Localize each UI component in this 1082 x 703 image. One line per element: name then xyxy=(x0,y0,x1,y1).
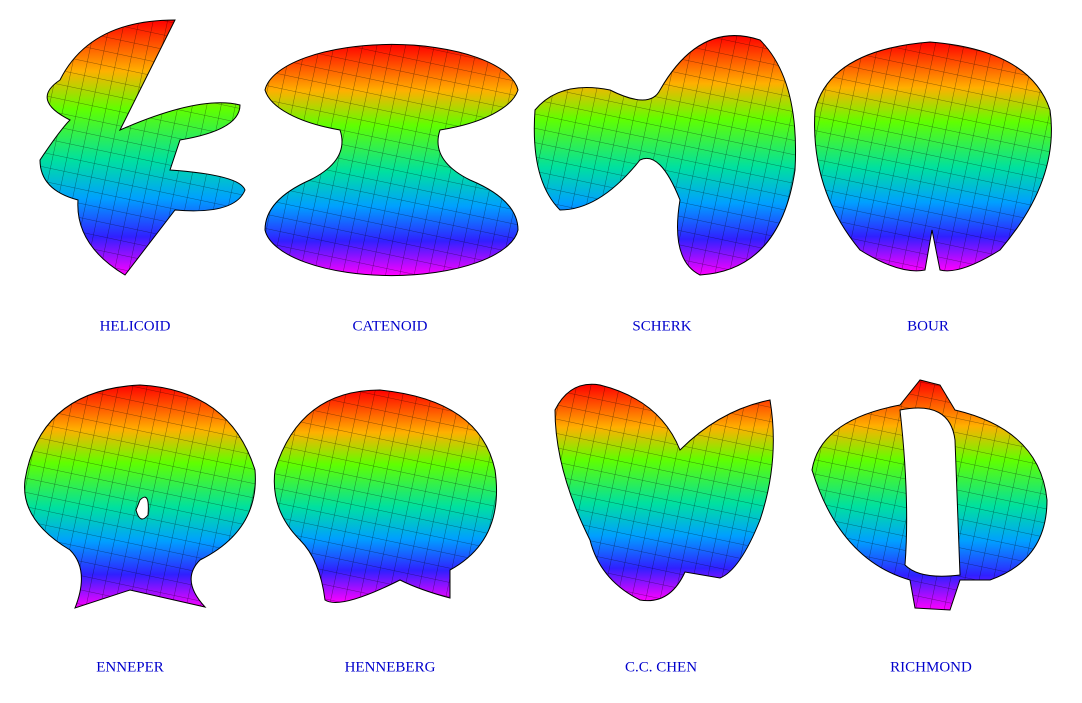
labels: HELICOID CATENOID SCHERK BOUR ENNEPER HE… xyxy=(96,318,972,675)
surface-label: RICHMOND xyxy=(890,659,972,675)
surface-shape xyxy=(135,496,149,520)
surface-label: C.C. CHEN xyxy=(625,659,697,675)
surface-shape xyxy=(24,385,256,608)
surface-label: CATENOID xyxy=(353,318,428,334)
surface-shape xyxy=(555,384,774,601)
surface-shape xyxy=(40,20,245,275)
surface-label: HENNEBERG xyxy=(345,659,436,675)
surface-label: ENNEPER xyxy=(96,659,164,675)
surface-label: BOUR xyxy=(907,318,949,334)
surface-shape xyxy=(814,42,1052,271)
surface-shape xyxy=(265,44,518,276)
surfaces xyxy=(24,19,1052,611)
surface-shape xyxy=(274,390,497,603)
surface-label: HELICOID xyxy=(100,318,171,334)
surface-shape xyxy=(899,407,961,577)
surface-label: SCHERK xyxy=(632,318,691,334)
surface-shape xyxy=(534,35,796,275)
